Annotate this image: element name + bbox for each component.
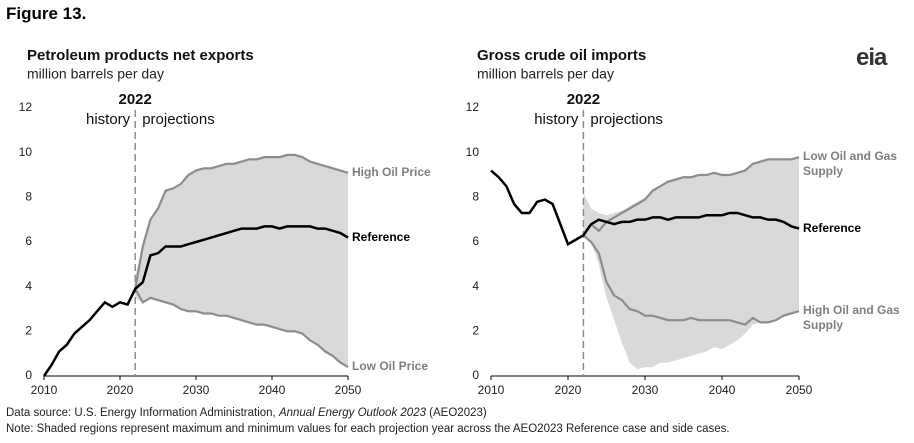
y-tick-label: 8 [472, 190, 479, 204]
chart-title: Petroleum products net exports [27, 47, 254, 64]
chart-title: Gross crude oil imports [477, 47, 646, 64]
divider-label: 2022 [567, 91, 600, 108]
x-tick-label: 2020 [555, 383, 582, 397]
series-label: Low Oil and Gas Supply [803, 149, 898, 179]
source-prefix: Data source: U.S. Energy Information Adm… [6, 407, 279, 419]
source-note: Data source: U.S. Energy Information Adm… [6, 407, 487, 419]
x-tick-label: 2040 [709, 383, 736, 397]
series-line [134, 288, 349, 369]
x-tick-label: 2040 [259, 383, 286, 397]
note: Note: Shaded regions represent maximum a… [6, 423, 730, 435]
source-suffix: (AEO2023) [425, 407, 487, 419]
projection-label: projections [142, 111, 215, 128]
projection-label: projections [590, 111, 663, 128]
divider-label: 2022 [119, 91, 152, 108]
series-label: High Oil Price [352, 164, 431, 179]
y-tick-label: 0 [472, 368, 479, 382]
chart-subtitle: million barrels per day [477, 66, 614, 82]
y-tick-label: 4 [472, 279, 479, 293]
range-band [583, 157, 799, 370]
y-tick-label: 6 [25, 234, 32, 248]
y-tick-label: 8 [25, 190, 32, 204]
range-band [135, 154, 348, 368]
history-label: history [534, 111, 579, 128]
x-tick-label: 2030 [183, 383, 210, 397]
figure-label: Figure 13. [6, 4, 87, 23]
x-tick-label: 2050 [786, 383, 813, 397]
y-tick-label: 10 [19, 145, 33, 159]
series-label: Low Oil Price [352, 359, 429, 374]
x-tick-label: 2010 [478, 383, 505, 397]
x-tick-label: 2020 [107, 383, 134, 397]
y-tick-label: 2 [25, 324, 32, 338]
x-tick-label: 2050 [335, 383, 362, 397]
y-tick-label: 6 [472, 234, 479, 248]
x-tick-label: 2010 [31, 383, 58, 397]
series-label: Reference [803, 220, 862, 235]
y-tick-label: 4 [25, 279, 32, 293]
y-tick-label: 0 [25, 368, 32, 382]
series-line [582, 156, 800, 236]
series-line [42, 225, 349, 377]
y-tick-label: 12 [19, 100, 33, 114]
x-tick-label: 2030 [632, 383, 659, 397]
history-label: history [86, 111, 131, 128]
series-line [582, 234, 800, 326]
y-tick-label: 10 [466, 145, 480, 159]
y-tick-label: 12 [466, 100, 480, 114]
series-line [134, 153, 349, 290]
series-line [490, 169, 800, 247]
chart-subtitle: million barrels per day [27, 66, 164, 82]
source-title: Annual Energy Outlook 2023 [278, 407, 426, 419]
series-label: High Oil and Gas Supply [803, 303, 900, 333]
series-label: Reference [352, 229, 411, 244]
y-tick-label: 2 [472, 324, 479, 338]
logo: eia [856, 44, 887, 71]
